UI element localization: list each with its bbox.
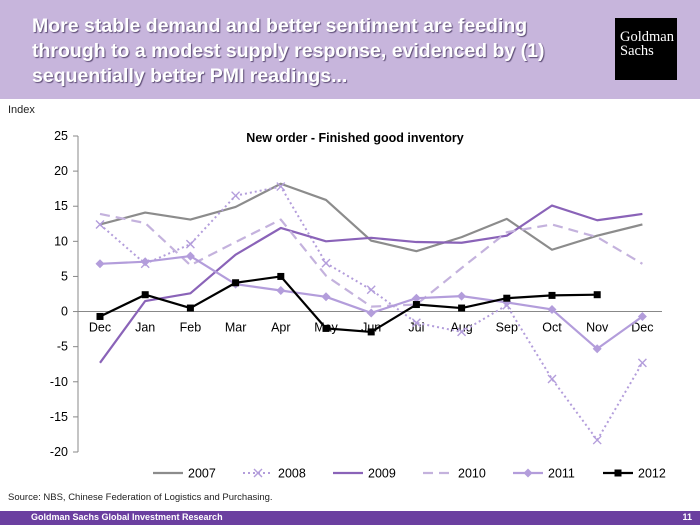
data-point-2012 — [593, 291, 601, 299]
data-point-2012 — [232, 279, 240, 287]
data-point-2012 — [277, 272, 285, 280]
series-2010 — [99, 212, 643, 308]
x-tick-label: Oct — [542, 321, 562, 335]
footer-bar: Goldman Sachs Global Investment Research… — [0, 511, 700, 525]
legend-label: 2012 — [638, 467, 666, 481]
legend-marker — [253, 468, 263, 478]
data-point-2011 — [185, 251, 195, 261]
x-tick-label: Feb — [180, 321, 202, 335]
series-2009 — [99, 204, 643, 364]
series-2012 — [96, 272, 601, 336]
data-point-2008 — [411, 318, 421, 328]
legend-label: 2009 — [368, 467, 396, 481]
legend-item-2010: 2010 — [423, 467, 486, 481]
legend-item-2009: 2009 — [333, 467, 396, 481]
y-tick-label: -15 — [50, 410, 68, 424]
source-note: Source: NBS, Chinese Federation of Logis… — [8, 492, 273, 503]
data-point-2008 — [547, 374, 557, 384]
data-point-2008 — [95, 219, 105, 229]
data-point-2012 — [367, 328, 375, 336]
chart-title: New order - Finished good inventory — [246, 131, 463, 145]
chart-series — [95, 182, 647, 445]
data-point-2008 — [592, 435, 602, 445]
legend-label: 2011 — [548, 467, 575, 481]
data-point-2008 — [231, 191, 241, 201]
legend-label: 2010 — [458, 467, 486, 481]
legend-label: 2007 — [188, 467, 216, 481]
y-tick-label: 10 — [54, 234, 68, 248]
data-point-2008 — [321, 258, 331, 268]
data-point-2011 — [411, 293, 421, 303]
data-point-2008 — [185, 239, 195, 249]
data-point-2011 — [140, 257, 150, 267]
y-axis-unit-label: Index — [8, 104, 35, 116]
x-tick-label: Dec — [631, 321, 653, 335]
chart-legend: 2007 2008 2009 2010 2011 2012 — [153, 467, 666, 481]
x-tick-label: Apr — [271, 321, 290, 335]
x-tick-label: Jan — [135, 321, 155, 335]
data-point-2012 — [412, 301, 420, 309]
legend-marker — [614, 469, 622, 477]
data-point-2011 — [366, 308, 376, 318]
page-number: 11 — [682, 512, 692, 522]
data-point-2012 — [96, 312, 104, 320]
data-point-2011 — [321, 292, 331, 302]
logo-text-line1: Goldman — [620, 29, 674, 45]
x-tick-label: Jul — [408, 321, 424, 335]
slide-title: More stable demand and better sentiment … — [32, 15, 545, 87]
data-point-2012 — [548, 291, 556, 299]
data-point-2008 — [366, 285, 376, 295]
legend-label: 2008 — [278, 467, 306, 481]
data-point-2012 — [322, 324, 330, 332]
data-point-2012 — [186, 304, 194, 312]
line-chart: -20-15-10-50510152025DecJanFebMarAprMayJ… — [50, 129, 666, 481]
data-point-2011 — [547, 304, 557, 314]
x-tick-label: Aug — [450, 321, 472, 335]
data-point-2012 — [458, 304, 466, 312]
legend-item-2008: 2008 — [243, 467, 306, 481]
data-point-2011 — [637, 311, 647, 321]
legend-marker — [523, 468, 533, 478]
data-point-2011 — [95, 259, 105, 269]
data-point-2011 — [457, 291, 467, 301]
data-point-2012 — [503, 294, 511, 302]
data-point-2008 — [637, 358, 647, 368]
series-line-2012 — [99, 275, 598, 334]
y-tick-label: -20 — [50, 445, 68, 459]
data-point-2008 — [276, 182, 286, 192]
series-line-2009 — [99, 204, 643, 364]
title-banner — [0, 0, 700, 99]
x-tick-label: Dec — [89, 321, 111, 335]
data-point-2011 — [276, 285, 286, 295]
x-tick-label: Sep — [496, 321, 518, 335]
series-line-2007 — [99, 182, 643, 253]
footer-text: Goldman Sachs Global Investment Research — [31, 512, 223, 522]
y-tick-label: 25 — [54, 129, 68, 143]
legend-item-2012: 2012 — [603, 467, 666, 481]
series-2008 — [95, 182, 647, 445]
legend-item-2011: 2011 — [513, 467, 575, 481]
logo-text-line2: Sachs — [620, 43, 654, 59]
data-point-2008 — [457, 327, 467, 337]
x-tick-label: Nov — [586, 321, 609, 335]
legend-item-2007: 2007 — [153, 467, 216, 481]
goldman-sachs-logo: Goldman Sachs — [615, 18, 677, 80]
series-2007 — [99, 182, 643, 253]
data-point-2012 — [141, 291, 149, 299]
y-tick-label: 15 — [54, 199, 68, 213]
series-2011 — [95, 251, 647, 354]
y-tick-label: -5 — [57, 340, 68, 354]
y-tick-label: 0 — [61, 305, 68, 319]
x-tick-label: Mar — [225, 321, 247, 335]
data-point-2011 — [592, 344, 602, 354]
y-tick-label: -10 — [50, 375, 68, 389]
series-line-2010 — [99, 212, 643, 308]
y-tick-label: 20 — [54, 164, 68, 178]
y-tick-label: 5 — [61, 269, 68, 283]
